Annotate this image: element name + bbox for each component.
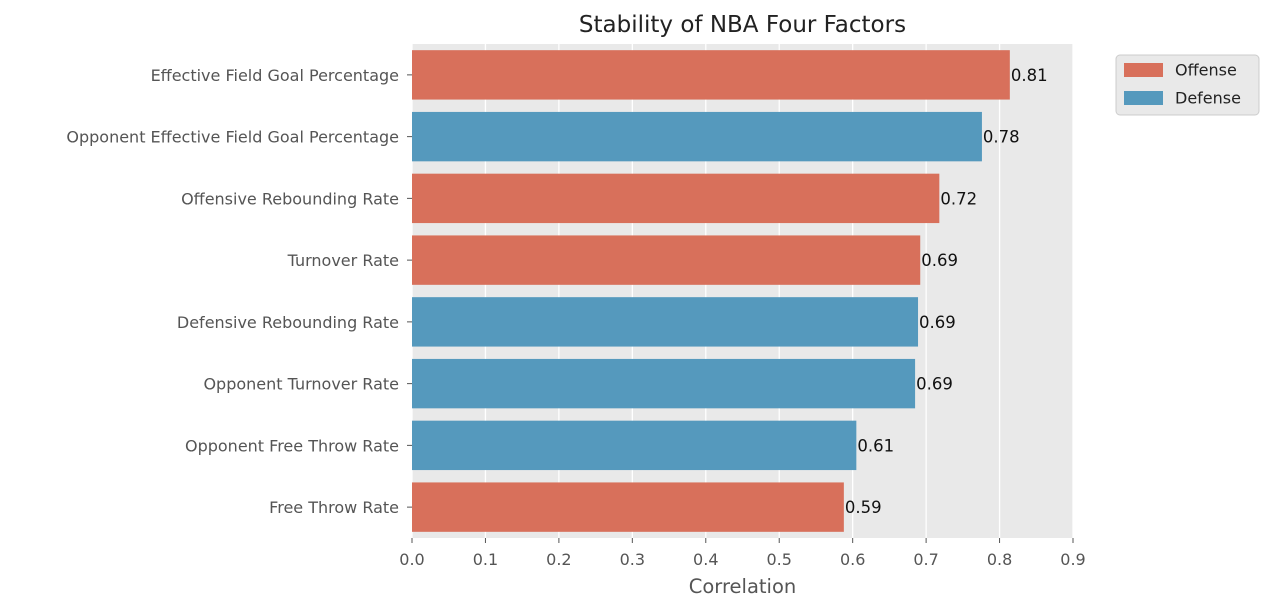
legend-swatch xyxy=(1124,63,1163,77)
data-label: 0.72 xyxy=(940,189,977,208)
bar xyxy=(412,235,921,285)
bar xyxy=(412,482,844,532)
data-label: 0.69 xyxy=(919,313,956,332)
data-labels: 0.81 0.78 0.72 0.69 0.69 0.69 0.61 0.59 xyxy=(845,66,1048,517)
x-axis-label: Correlation xyxy=(689,575,797,598)
data-label: 0.69 xyxy=(921,251,958,270)
bars xyxy=(412,50,1010,532)
bar xyxy=(412,173,940,224)
data-label: 0.78 xyxy=(983,128,1020,147)
y-tick-label: Turnover Rate xyxy=(287,251,399,270)
legend[interactable]: Offense Defense xyxy=(1115,54,1260,116)
x-tick-label: 0.9 xyxy=(1060,550,1085,569)
bar xyxy=(412,50,1010,100)
bar xyxy=(412,420,857,471)
y-tick-label: Opponent Effective Field Goal Percentage xyxy=(66,128,399,147)
x-tick-labels: 0.0 0.1 0.2 0.3 0.4 0.5 0.6 0.7 0.8 0.9 xyxy=(399,538,1086,569)
y-tick-label: Effective Field Goal Percentage xyxy=(151,66,399,85)
data-label: 0.69 xyxy=(916,375,953,394)
data-label: 0.61 xyxy=(857,436,894,455)
x-tick-label: 0.0 xyxy=(399,550,424,569)
y-tick-label: Offensive Rebounding Rate xyxy=(181,189,399,208)
y-tick-label: Opponent Free Throw Rate xyxy=(185,436,399,455)
bar xyxy=(412,358,916,409)
legend-label: Defense xyxy=(1175,89,1241,108)
x-tick-label: 0.1 xyxy=(473,550,498,569)
legend-label: Offense xyxy=(1175,61,1237,80)
bar xyxy=(412,297,919,347)
x-tick-label: 0.3 xyxy=(620,550,645,569)
x-tick-label: 0.2 xyxy=(546,550,571,569)
data-label: 0.81 xyxy=(1011,66,1048,85)
data-label: 0.59 xyxy=(845,498,882,517)
x-tick-label: 0.5 xyxy=(766,550,791,569)
x-tick-label: 0.4 xyxy=(693,550,718,569)
legend-swatch xyxy=(1124,91,1163,105)
y-tick-labels: Effective Field Goal Percentage Opponent … xyxy=(66,66,412,517)
chart-title: Stability of NBA Four Factors xyxy=(579,12,906,38)
y-tick-label: Defensive Rebounding Rate xyxy=(177,313,399,332)
x-tick-label: 0.6 xyxy=(840,550,865,569)
x-tick-label: 0.8 xyxy=(987,550,1012,569)
y-tick-label: Opponent Turnover Rate xyxy=(203,375,399,394)
x-tick-label: 0.7 xyxy=(913,550,938,569)
bar xyxy=(412,111,982,162)
y-tick-label: Free Throw Rate xyxy=(269,498,399,517)
